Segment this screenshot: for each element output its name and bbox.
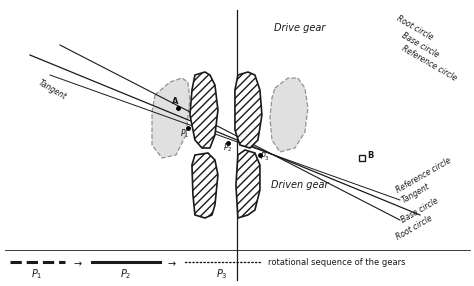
Text: Base circle: Base circle	[400, 31, 440, 59]
Text: Base circle: Base circle	[400, 196, 440, 224]
Text: $P_1$: $P_1$	[31, 267, 43, 281]
Text: Reference circle: Reference circle	[400, 43, 458, 82]
Text: $P_3$: $P_3$	[260, 151, 270, 164]
Text: $P_3$: $P_3$	[216, 267, 228, 281]
Polygon shape	[192, 153, 218, 218]
Text: Root circle: Root circle	[395, 14, 435, 42]
Text: $P_2$: $P_2$	[223, 142, 233, 154]
Text: $P_1$: $P_1$	[180, 127, 190, 140]
Polygon shape	[190, 72, 218, 148]
Text: Tangent: Tangent	[36, 78, 68, 102]
Text: Reference circle: Reference circle	[395, 156, 453, 194]
Text: Root circle: Root circle	[395, 214, 435, 242]
Text: Driven gear: Driven gear	[271, 180, 328, 190]
Polygon shape	[235, 72, 262, 148]
Polygon shape	[152, 78, 190, 158]
Text: Tangent: Tangent	[400, 181, 431, 204]
Text: A: A	[172, 97, 178, 106]
Text: rotational sequence of the gears: rotational sequence of the gears	[268, 259, 405, 267]
Text: $\rightarrow$: $\rightarrow$	[166, 258, 178, 268]
Polygon shape	[270, 78, 308, 152]
Text: Drive gear: Drive gear	[274, 23, 326, 33]
Text: $\rightarrow$: $\rightarrow$	[72, 258, 84, 268]
Text: B: B	[367, 151, 373, 160]
Text: $P_2$: $P_2$	[120, 267, 132, 281]
Polygon shape	[236, 150, 260, 218]
